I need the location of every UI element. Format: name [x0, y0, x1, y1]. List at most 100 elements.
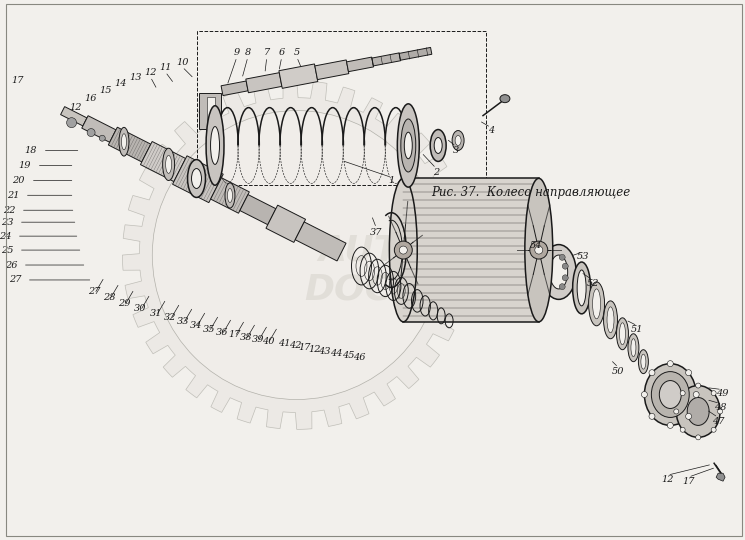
Text: 47: 47 [712, 417, 724, 426]
Text: 23: 23 [1, 218, 13, 227]
Text: 9: 9 [234, 49, 240, 57]
Ellipse shape [162, 148, 174, 180]
Text: 4: 4 [488, 126, 494, 135]
Ellipse shape [401, 119, 416, 172]
Polygon shape [716, 473, 725, 481]
Circle shape [680, 427, 685, 432]
Text: 41: 41 [279, 339, 291, 348]
Text: 50: 50 [612, 367, 625, 376]
Ellipse shape [188, 160, 206, 198]
Circle shape [711, 427, 716, 432]
Text: 53: 53 [577, 252, 589, 261]
Circle shape [535, 246, 543, 254]
Bar [197, 31, 486, 185]
Ellipse shape [500, 94, 510, 103]
Ellipse shape [430, 130, 446, 161]
Text: 45: 45 [342, 351, 355, 360]
Text: 17: 17 [682, 477, 694, 485]
Text: 31: 31 [150, 309, 162, 319]
Circle shape [685, 370, 691, 376]
Circle shape [668, 422, 673, 428]
Polygon shape [60, 106, 87, 126]
Text: 10: 10 [176, 58, 188, 68]
Ellipse shape [659, 381, 681, 408]
Text: 2: 2 [433, 168, 440, 177]
Ellipse shape [452, 131, 464, 151]
Text: 34: 34 [190, 321, 203, 330]
Ellipse shape [119, 127, 129, 156]
Circle shape [673, 409, 679, 414]
Polygon shape [173, 156, 224, 202]
Text: 1: 1 [388, 176, 395, 185]
Text: 42: 42 [290, 341, 302, 350]
Text: 17: 17 [229, 330, 241, 339]
Text: 49: 49 [716, 389, 729, 398]
Ellipse shape [165, 156, 171, 173]
Ellipse shape [620, 323, 626, 345]
Ellipse shape [644, 363, 696, 426]
Text: 40: 40 [261, 337, 274, 346]
Polygon shape [372, 53, 401, 66]
Text: 18: 18 [25, 146, 37, 155]
Text: 24: 24 [0, 232, 11, 241]
Polygon shape [266, 205, 305, 242]
Ellipse shape [592, 289, 600, 319]
Circle shape [693, 392, 699, 397]
Circle shape [711, 390, 716, 396]
Polygon shape [295, 222, 346, 261]
Circle shape [717, 409, 723, 414]
Text: 48: 48 [714, 403, 726, 412]
Text: 12: 12 [69, 103, 82, 112]
Ellipse shape [573, 262, 591, 314]
Text: 3: 3 [453, 146, 459, 155]
Text: 17: 17 [299, 343, 311, 352]
Polygon shape [211, 178, 250, 213]
Text: 28: 28 [104, 293, 115, 302]
Polygon shape [221, 81, 248, 96]
Circle shape [685, 414, 691, 420]
Circle shape [641, 392, 647, 397]
Ellipse shape [191, 168, 201, 188]
Circle shape [99, 135, 105, 141]
Text: 35: 35 [203, 325, 215, 334]
Ellipse shape [225, 183, 235, 208]
Ellipse shape [550, 255, 568, 289]
Text: 37: 37 [370, 228, 383, 237]
Polygon shape [141, 141, 186, 181]
Circle shape [649, 370, 655, 376]
Text: 12: 12 [144, 68, 156, 77]
Circle shape [696, 435, 700, 440]
Ellipse shape [524, 178, 553, 322]
Text: 13: 13 [129, 73, 142, 82]
Text: 25: 25 [1, 246, 13, 254]
Text: 22: 22 [2, 206, 15, 215]
Ellipse shape [390, 178, 417, 322]
Text: 26: 26 [4, 260, 17, 269]
Text: 39: 39 [252, 335, 264, 344]
Circle shape [680, 390, 685, 396]
Text: 15: 15 [99, 86, 112, 95]
Circle shape [399, 246, 408, 254]
Ellipse shape [542, 245, 576, 299]
Bar [207, 97, 215, 125]
Ellipse shape [121, 134, 127, 150]
Text: 46: 46 [353, 353, 366, 362]
Text: 12: 12 [308, 345, 321, 354]
Circle shape [152, 111, 441, 400]
Text: 44: 44 [330, 349, 343, 358]
Text: 8: 8 [245, 49, 251, 57]
Ellipse shape [397, 104, 419, 187]
Text: 33: 33 [177, 318, 189, 326]
Polygon shape [279, 64, 318, 89]
Ellipse shape [589, 282, 604, 326]
Ellipse shape [227, 188, 232, 202]
Text: 6: 6 [279, 49, 285, 57]
Circle shape [559, 284, 565, 289]
Text: 21: 21 [7, 191, 19, 200]
Ellipse shape [530, 233, 542, 283]
Text: AUTO
DOCEX: AUTO DOCEX [304, 233, 444, 307]
Polygon shape [399, 48, 432, 60]
Circle shape [559, 254, 565, 260]
Text: 27: 27 [8, 275, 21, 285]
Polygon shape [246, 73, 282, 93]
